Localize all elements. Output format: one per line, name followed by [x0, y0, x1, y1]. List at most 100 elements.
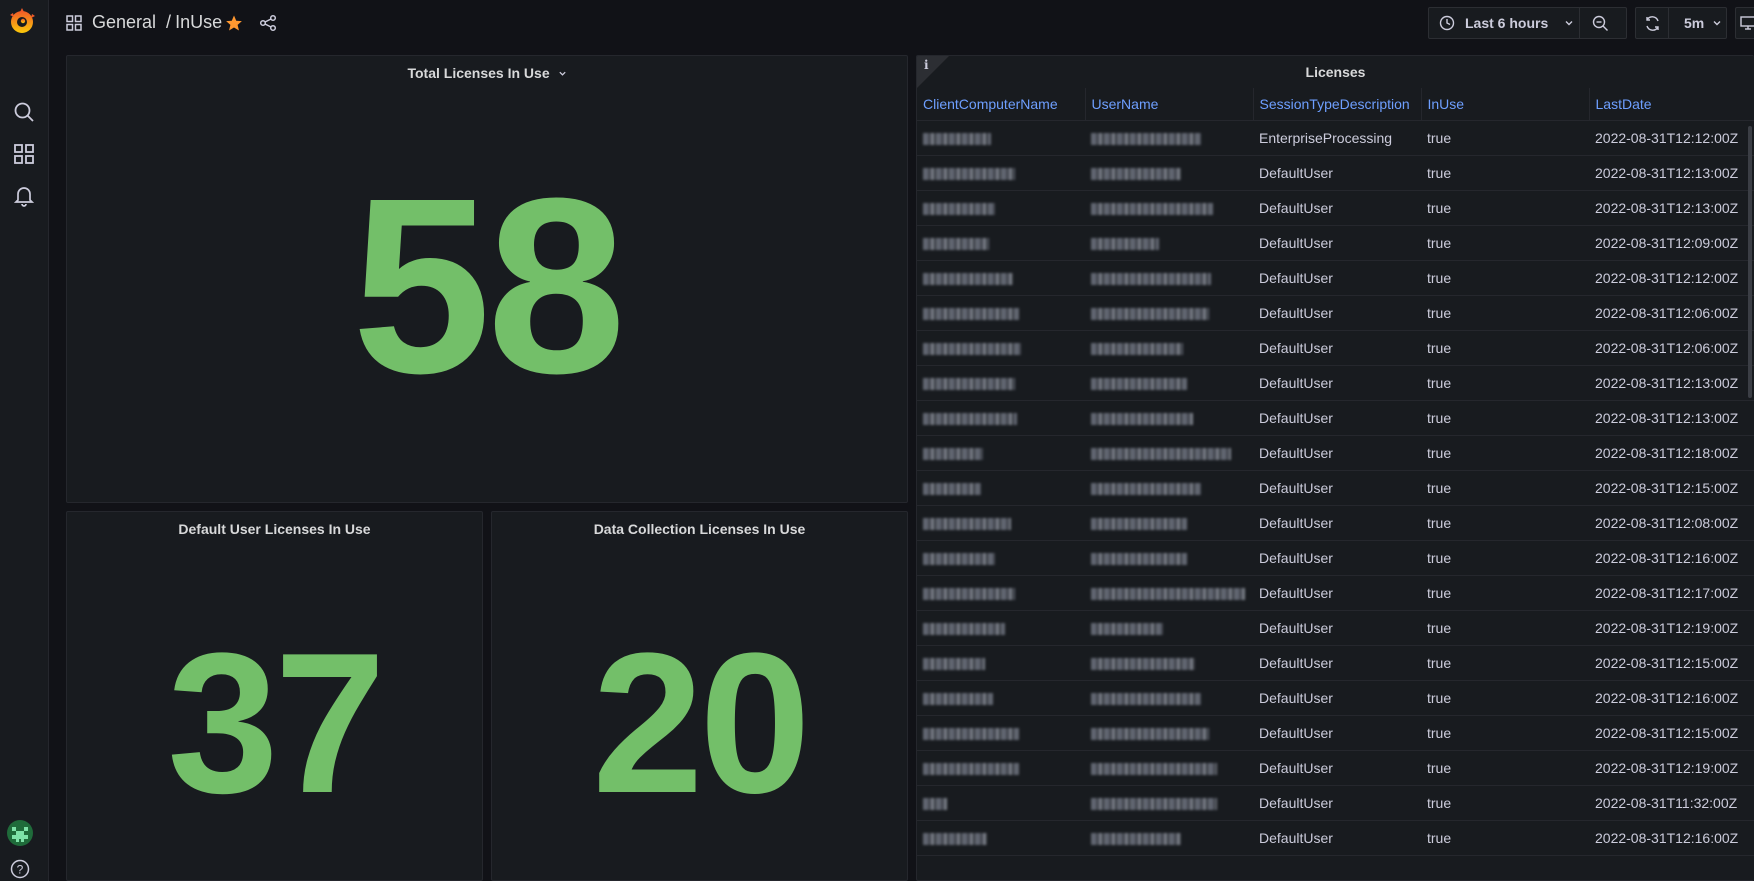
table-row[interactable]: DefaultUser true 2022-08-31T12:19:00Z [917, 750, 1754, 786]
table-row[interactable]: DefaultUser true 2022-08-31T12:13:00Z [917, 155, 1754, 191]
table-row[interactable]: DefaultUser true 2022-08-31T12:16:00Z [917, 540, 1754, 576]
panel-title[interactable]: Total Licenses In Use [67, 65, 907, 81]
table-row[interactable]: DefaultUser true 2022-08-31T12:06:00Z [917, 330, 1754, 366]
redacted-text [1091, 202, 1213, 215]
refresh-icon[interactable] [1644, 15, 1661, 32]
table-scrollbar[interactable] [1748, 126, 1752, 398]
panel-info-corner [917, 56, 949, 88]
table-row[interactable]: DefaultUser true 2022-08-31T11:32:00Z [917, 785, 1754, 821]
avatar[interactable] [7, 820, 33, 846]
cell-session-type: DefaultUser [1253, 190, 1421, 226]
table-row[interactable]: DefaultUser true 2022-08-31T12:18:00Z [917, 435, 1754, 471]
cell-client-computer-name [917, 120, 1085, 156]
cell-in-use: true [1421, 715, 1589, 751]
column-header[interactable]: ClientComputerName [917, 88, 1086, 121]
cell-user-name [1085, 435, 1253, 471]
dashboard-grid-icon [66, 15, 82, 31]
cell-session-type: DefaultUser [1253, 785, 1421, 821]
time-range-picker[interactable]: Last 6 hours [1428, 7, 1627, 39]
table-row[interactable]: EnterpriseProcessing true 2022-08-31T12:12… [917, 120, 1754, 156]
table-row[interactable]: DefaultUser true 2022-08-31T12:13:00Z [917, 400, 1754, 436]
search-icon[interactable] [8, 96, 40, 128]
column-header[interactable]: SessionTypeDescription [1253, 88, 1422, 121]
info-icon[interactable]: i [924, 58, 929, 72]
breadcrumb-separator: / [166, 12, 172, 32]
cell-in-use: true [1421, 610, 1589, 646]
table-row[interactable]: DefaultUser true 2022-08-31T12:13:00Z [917, 190, 1754, 226]
cell-user-name [1085, 820, 1253, 856]
breadcrumb-dashboard[interactable]: InUse [175, 12, 223, 32]
cell-session-type: DefaultUser [1253, 645, 1421, 681]
stat-value: 58 [351, 146, 626, 425]
redacted-text [923, 797, 947, 810]
cell-session-type: DefaultUser [1253, 750, 1421, 786]
cell-last-date: 2022-08-31T12:15:00Z [1589, 470, 1754, 506]
redacted-text [923, 622, 1005, 635]
cell-user-name [1085, 785, 1253, 821]
cell-session-type: DefaultUser [1253, 365, 1421, 401]
panel-title[interactable]: Default User Licenses In Use [178, 521, 371, 537]
table-body: EnterpriseProcessing true 2022-08-31T12:12… [917, 120, 1754, 856]
table-row[interactable]: DefaultUser true 2022-08-31T12:15:00Z [917, 645, 1754, 681]
grafana-logo-icon[interactable] [6, 6, 38, 38]
cell-user-name [1085, 470, 1253, 506]
cell-in-use: true [1421, 155, 1589, 191]
dashboards-icon[interactable] [8, 138, 40, 170]
table-row[interactable]: DefaultUser true 2022-08-31T12:12:00Z [917, 260, 1754, 296]
table-row[interactable]: DefaultUser true 2022-08-31T12:13:00Z [917, 365, 1754, 401]
redacted-text [1091, 622, 1163, 635]
column-header[interactable]: InUse [1421, 88, 1590, 121]
panel-title[interactable]: Licenses [1305, 64, 1366, 80]
cell-client-computer-name [917, 260, 1085, 296]
redacted-text [923, 412, 1017, 425]
cell-user-name [1085, 645, 1253, 681]
column-header[interactable]: LastDate [1589, 88, 1754, 121]
table-row[interactable]: DefaultUser true 2022-08-31T12:15:00Z [917, 470, 1754, 506]
cell-in-use: true [1421, 365, 1589, 401]
cell-session-type: DefaultUser [1253, 470, 1421, 506]
redacted-text [923, 342, 1021, 355]
cell-in-use: true [1421, 120, 1589, 156]
cell-user-name [1085, 365, 1253, 401]
cell-user-name [1085, 225, 1253, 261]
table-row[interactable]: DefaultUser true 2022-08-31T12:16:00Z [917, 680, 1754, 716]
table-row[interactable]: DefaultUser true 2022-08-31T12:08:00Z [917, 505, 1754, 541]
cell-last-date: 2022-08-31T12:08:00Z [1589, 505, 1754, 541]
zoom-out-icon[interactable] [1592, 15, 1609, 32]
breadcrumb-folder[interactable]: General [92, 12, 157, 32]
refresh-interval-label: 5m [1684, 15, 1705, 31]
cell-in-use: true [1421, 470, 1589, 506]
cell-user-name [1085, 750, 1253, 786]
panel-total-licenses: Total Licenses In Use 58 [66, 55, 908, 503]
redacted-text [923, 272, 1013, 285]
cell-session-type: DefaultUser [1253, 155, 1421, 191]
table-row[interactable]: DefaultUser true 2022-08-31T12:16:00Z [917, 820, 1754, 856]
table-container[interactable]: ClientComputerName UserName SessionTypeDes… [917, 88, 1754, 880]
table-row[interactable]: DefaultUser true 2022-08-31T12:06:00Z [917, 295, 1754, 331]
clock-icon [1439, 15, 1455, 31]
redacted-text [1091, 307, 1209, 320]
top-bar: General / InUse Last 6 hours 5m [49, 0, 1754, 46]
table-row[interactable]: DefaultUser true 2022-08-31T12:19:00Z [917, 610, 1754, 646]
star-icon[interactable] [225, 14, 243, 32]
tv-mode-button[interactable] [1735, 7, 1754, 39]
redacted-text [1091, 552, 1187, 565]
stat-value: 20 [592, 612, 810, 835]
table-row[interactable]: DefaultUser true 2022-08-31T12:15:00Z [917, 715, 1754, 751]
bell-icon[interactable] [8, 180, 40, 212]
share-icon[interactable] [259, 14, 277, 32]
cell-user-name [1085, 120, 1253, 156]
cell-in-use: true [1421, 540, 1589, 576]
redacted-text [923, 587, 1015, 600]
panel-title[interactable]: Data Collection Licenses In Use [593, 521, 806, 537]
table-row[interactable]: DefaultUser true 2022-08-31T12:17:00Z [917, 575, 1754, 611]
cell-user-name [1085, 400, 1253, 436]
cell-in-use: true [1421, 645, 1589, 681]
column-header[interactable]: UserName [1085, 88, 1254, 121]
cell-user-name [1085, 575, 1253, 611]
redacted-text [1091, 132, 1201, 145]
refresh-picker[interactable]: 5m [1635, 7, 1727, 39]
help-icon[interactable]: ? [8, 857, 32, 881]
table-row[interactable]: DefaultUser true 2022-08-31T12:09:00Z [917, 225, 1754, 261]
redacted-text [1091, 272, 1211, 285]
